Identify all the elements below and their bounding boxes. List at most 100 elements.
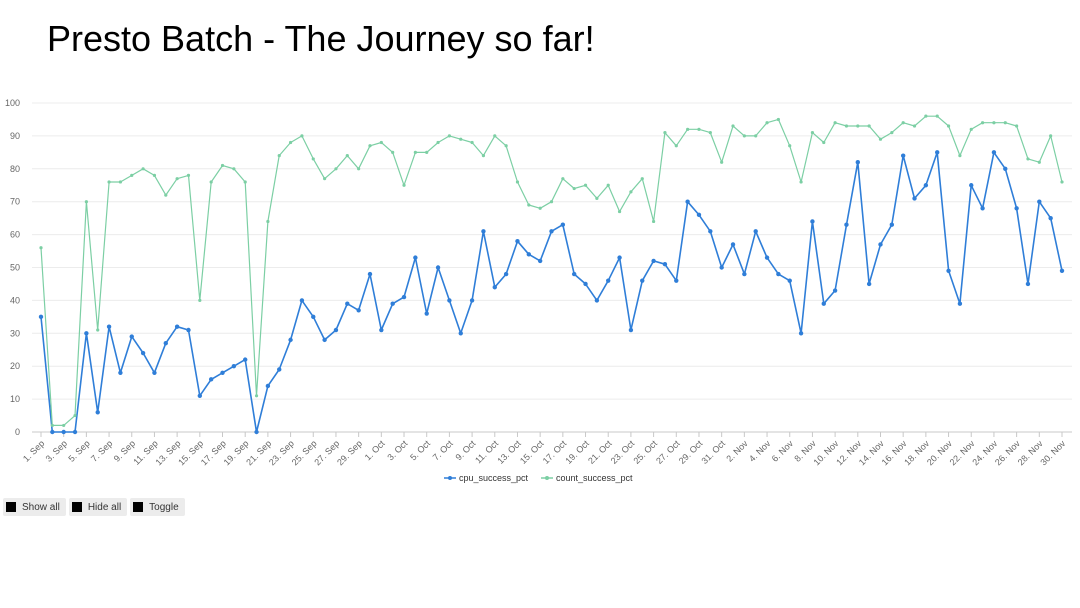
data-point[interactable]: [844, 124, 849, 128]
data-point[interactable]: [810, 131, 815, 135]
data-point[interactable]: [84, 200, 88, 204]
data-point[interactable]: [152, 173, 157, 177]
data-point[interactable]: [1037, 199, 1042, 204]
data-point[interactable]: [856, 124, 860, 128]
data-point[interactable]: [84, 331, 89, 336]
data-point[interactable]: [890, 131, 894, 135]
data-point[interactable]: [969, 127, 973, 131]
data-point[interactable]: [345, 154, 349, 158]
data-point[interactable]: [561, 177, 565, 181]
data-point[interactable]: [980, 206, 985, 211]
data-point[interactable]: [265, 383, 271, 389]
data-point[interactable]: [390, 301, 395, 306]
data-point[interactable]: [776, 117, 780, 122]
data-point[interactable]: [515, 238, 520, 244]
data-point[interactable]: [515, 180, 520, 184]
data-point[interactable]: [583, 281, 588, 287]
data-point[interactable]: [708, 229, 713, 234]
data-point[interactable]: [787, 278, 792, 283]
data-point[interactable]: [458, 331, 463, 336]
data-point[interactable]: [900, 153, 906, 158]
data-point[interactable]: [764, 255, 770, 260]
data-point[interactable]: [299, 298, 305, 303]
data-point[interactable]: [595, 196, 599, 201]
data-point[interactable]: [209, 180, 213, 184]
data-point[interactable]: [62, 423, 66, 428]
data-point[interactable]: [765, 121, 769, 125]
data-point[interactable]: [447, 134, 451, 138]
data-point[interactable]: [379, 327, 384, 333]
data-point[interactable]: [833, 121, 837, 125]
data-point[interactable]: [537, 258, 543, 264]
show-all-button[interactable]: Show all: [3, 498, 66, 516]
legend-item-cpu_success_pct[interactable]: cpu_success_pct: [444, 473, 529, 483]
data-point[interactable]: [889, 222, 895, 227]
data-point[interactable]: [333, 327, 339, 333]
data-point[interactable]: [662, 262, 668, 267]
data-point[interactable]: [367, 271, 373, 277]
data-point[interactable]: [1048, 215, 1053, 221]
data-point[interactable]: [583, 183, 588, 187]
data-point[interactable]: [730, 242, 736, 247]
data-point[interactable]: [686, 127, 690, 131]
data-point[interactable]: [175, 177, 179, 181]
data-point[interactable]: [731, 124, 735, 128]
data-point[interactable]: [606, 278, 611, 283]
data-point[interactable]: [742, 271, 747, 277]
data-point[interactable]: [640, 177, 644, 181]
data-point[interactable]: [300, 134, 304, 138]
data-point[interactable]: [492, 285, 497, 290]
data-point[interactable]: [651, 258, 656, 264]
data-point[interactable]: [232, 167, 236, 171]
data-point[interactable]: [628, 327, 634, 333]
data-point[interactable]: [538, 206, 542, 210]
data-point[interactable]: [152, 370, 157, 375]
data-point[interactable]: [1015, 124, 1019, 128]
data-point[interactable]: [855, 160, 860, 165]
data-point[interactable]: [107, 180, 111, 184]
data-point[interactable]: [866, 281, 872, 287]
data-point[interactable]: [311, 314, 316, 320]
data-point[interactable]: [969, 183, 974, 188]
data-point[interactable]: [652, 219, 656, 224]
data-point[interactable]: [504, 144, 508, 148]
data-point[interactable]: [174, 324, 180, 329]
data-point[interactable]: [357, 167, 361, 171]
data-point[interactable]: [946, 268, 951, 273]
data-point[interactable]: [243, 357, 248, 362]
data-point[interactable]: [980, 121, 985, 125]
data-point[interactable]: [436, 140, 440, 145]
data-point[interactable]: [640, 278, 645, 283]
data-point[interactable]: [39, 246, 43, 250]
data-point[interactable]: [311, 157, 315, 161]
data-point[interactable]: [164, 193, 168, 197]
data-point[interactable]: [572, 186, 576, 191]
hide-all-button[interactable]: Hide all: [68, 498, 128, 516]
data-point[interactable]: [697, 127, 701, 131]
data-point[interactable]: [991, 150, 997, 155]
data-point[interactable]: [549, 229, 554, 234]
data-point[interactable]: [73, 413, 77, 418]
data-point[interactable]: [1014, 206, 1019, 211]
data-point[interactable]: [130, 173, 134, 177]
data-point[interactable]: [481, 154, 486, 158]
data-point[interactable]: [503, 271, 509, 277]
data-point[interactable]: [606, 183, 610, 187]
data-point[interactable]: [322, 337, 327, 343]
data-point[interactable]: [832, 288, 838, 293]
data-point[interactable]: [526, 252, 532, 257]
data-point[interactable]: [323, 177, 327, 181]
data-point[interactable]: [958, 154, 962, 158]
data-point[interactable]: [447, 298, 452, 303]
data-point[interactable]: [186, 173, 191, 177]
data-point[interactable]: [220, 370, 225, 375]
data-point[interactable]: [197, 393, 203, 399]
data-point[interactable]: [186, 327, 191, 333]
data-point[interactable]: [435, 265, 441, 270]
data-point[interactable]: [95, 410, 100, 415]
data-point[interactable]: [254, 394, 259, 398]
data-point[interactable]: [379, 140, 383, 145]
data-point[interactable]: [1037, 160, 1041, 164]
data-point[interactable]: [617, 255, 622, 260]
data-point[interactable]: [413, 255, 418, 260]
